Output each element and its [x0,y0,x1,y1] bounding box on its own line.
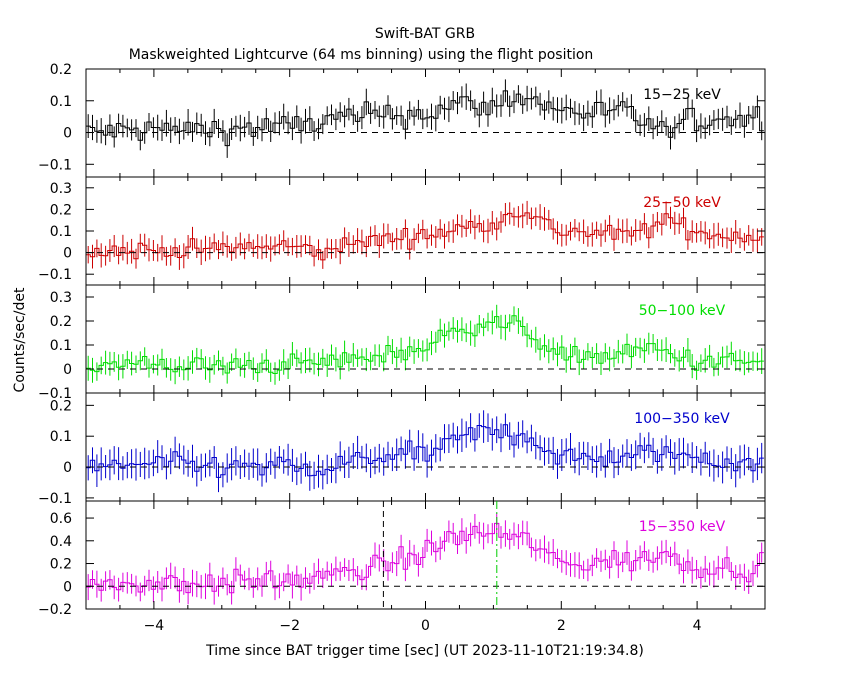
y-tick-label: 0.2 [50,314,72,330]
band-label: 100−350 keV [634,411,730,427]
y-tick-label: 0.2 [50,202,72,218]
x-tick-label: −2 [279,618,300,634]
y-tick-label: −0.1 [38,157,72,173]
x-tick-label: 2 [557,618,566,634]
y-tick-label: 0.1 [50,338,72,354]
y-tick-label: 0.1 [50,94,72,110]
panel-1: −0.1 0 0.1 0.2 15−25 keV [38,62,766,178]
y-tick-label: 0 [63,246,72,262]
y-tick-label: 0.2 [50,398,72,414]
y-tick-label: 0 [63,126,72,142]
lightcurve-step-line [86,424,764,478]
y-tick-label: 0.3 [50,181,72,197]
series-2 [86,200,764,270]
lightcurve-step-line [86,212,764,261]
y-tick-label: 0.1 [50,224,72,240]
series-3 [86,304,764,385]
y-tick-label: −0.2 [38,602,72,618]
y-tick-label: 0.1 [50,429,72,445]
y-tick-label: −0.1 [38,267,72,283]
y-tick-label: 0.4 [50,534,72,550]
band-label: 25−50 keV [643,195,721,211]
y-tick-label: 0.2 [50,62,72,78]
y-tick-label: 0 [63,579,72,595]
series-1 [86,79,764,158]
y-tick-label: 0.2 [50,557,72,573]
series-5 [86,513,764,605]
band-label: 15−350 keV [639,519,726,535]
lightcurve-step-line [86,315,764,374]
panel-2: −0.1 0 0.1 0.2 0.3 25−50 keV [38,176,766,286]
band-label: 50−100 keV [639,303,726,319]
panel-5: −0.2 0 0.2 0.4 0.6 15−350 keV [38,500,766,618]
x-tick-label: −4 [144,618,165,634]
series-4 [86,410,764,493]
x-axis-label: Time since BAT trigger time [sec] (UT 20… [205,643,644,659]
x-tick-label: 0 [421,618,430,634]
y-tick-label: 0 [63,362,72,378]
y-tick-label: 0.6 [50,511,72,527]
y-tick-label: 0.3 [50,290,72,306]
chart-title: Swift-BAT GRB [375,26,475,42]
y-tick-label: −0.1 [38,386,72,402]
x-tick-label: 4 [693,618,702,634]
panel-3: −0.1 0 0.1 0.2 0.3 50−100 keV [38,284,766,402]
band-label: 15−25 keV [643,87,721,103]
y-tick-label: −0.1 [38,491,72,507]
chart-subtitle: Maskweighted Lightcurve (64 ms binning) … [129,47,594,63]
panels-group: −0.1 0 0.1 0.2 15−25 keV −0.1 0 0.1 0.2 0.3 25−50 … [38,62,766,634]
lightcurve-step-line [86,90,764,147]
y-axis-label: Counts/sec/det [12,287,28,392]
y-tick-label: 0 [63,460,72,476]
panel-4: −0.1 0 0.1 0.2 100−350 keV [38,392,766,507]
